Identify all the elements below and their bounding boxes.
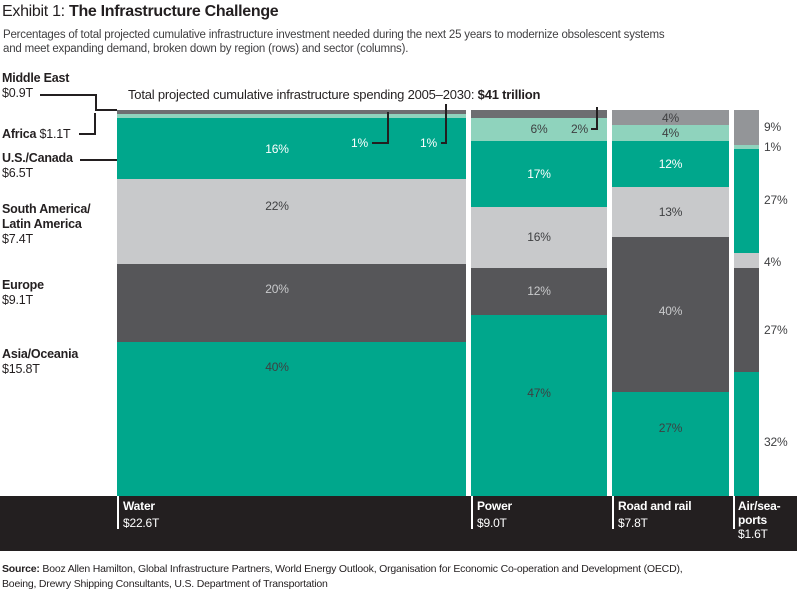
region-label-us: U.S./Canada $6.5T	[2, 151, 73, 181]
sector-name: Water	[123, 499, 155, 513]
mekko-cell-road-rail-eu	[612, 237, 729, 392]
sector-label-power: Power $9.0T	[477, 499, 512, 530]
sector-name: Road and rail	[618, 499, 692, 513]
sector-total: $7.8T	[618, 516, 648, 530]
mekko-cell-air-sea-asia	[734, 372, 759, 496]
region-name: Middle East	[2, 71, 70, 85]
region-name: Latin America	[2, 217, 82, 231]
sector-tick-road-rail	[611, 496, 614, 529]
elbow-line	[445, 104, 447, 144]
elbow-line	[596, 107, 598, 130]
source-note: Source: Booz Allen Hamilton, Global Infr…	[2, 562, 683, 592]
percent-label-air-sea-africa: 1%	[764, 140, 781, 154]
percent-label-air-sea-asia: 32%	[764, 435, 788, 449]
region-label-africa: Africa $1.1T	[2, 127, 71, 141]
elbow-line	[591, 128, 598, 130]
mekko-cell-air-sea-eu	[734, 268, 759, 372]
region-total: $6.5T	[2, 166, 33, 180]
elbow-line	[372, 142, 388, 144]
mekko-cell-air-sea-us	[734, 149, 759, 253]
region-name: Asia/Oceania	[2, 347, 79, 361]
region-name: South America/	[2, 202, 91, 216]
region-total: $0.9T	[2, 86, 33, 100]
sector-total: $22.6T	[123, 516, 160, 530]
mekko-cell-air-sea-me	[734, 110, 759, 145]
region-total: $9.1T	[2, 293, 33, 307]
page-title: Exhibit 1: The Infrastructure Challenge	[2, 3, 279, 21]
sector-label-road-rail: Road and rail $7.8T	[618, 499, 692, 530]
connector-line	[79, 133, 96, 135]
sector-label-air-sea: Air/sea-ports $1.6T	[738, 499, 781, 541]
mekko-cell-road-rail-us	[612, 141, 729, 187]
exhibit-label: Exhibit 1:	[2, 3, 69, 20]
connector-line	[95, 109, 117, 111]
sector-name: Power	[477, 499, 513, 513]
title-text: The Infrastructure Challenge	[68, 3, 279, 20]
mekko-cell-water-eu	[117, 264, 466, 342]
region-label-sa: South America/Latin America $7.4T	[2, 202, 91, 247]
connector-line	[40, 94, 97, 96]
mekko-cell-road-rail-asia	[612, 392, 729, 496]
sector-tick-air-sea	[732, 496, 735, 529]
connector-line	[80, 159, 117, 161]
subtitle-line-1: Percentages of total projected cumulativ…	[3, 29, 665, 41]
mekko-cell-power-us	[471, 141, 607, 207]
total-annotation-value: $41 trillion	[477, 87, 541, 102]
percent-label-air-sea-me: 9%	[764, 120, 781, 134]
elbow-line	[387, 112, 389, 144]
mekko-cell-water-asia	[117, 342, 466, 496]
mekko-cell-road-rail-sa	[612, 187, 729, 237]
region-total: $7.4T	[2, 232, 33, 246]
mekko-cell-air-sea-sa	[734, 253, 759, 268]
connector-line	[94, 113, 96, 135]
region-name: U.S./Canada	[2, 151, 73, 165]
region-label-me: Middle East $0.9T	[2, 71, 69, 101]
mekko-cell-power-africa	[471, 118, 607, 141]
mekko-cell-power-eu	[471, 268, 607, 315]
total-annotation: Total projected cumulative infrastructur…	[128, 87, 540, 102]
region-name: Europe	[2, 278, 44, 292]
region-label-eu: Europe $9.1T	[2, 278, 44, 308]
percent-label-air-sea-sa: 4%	[764, 255, 781, 269]
region-name: Africa	[2, 127, 37, 141]
mekko-cell-water-me	[117, 110, 466, 114]
sector-total: $1.6T	[738, 527, 768, 541]
region-total: $15.8T	[2, 362, 40, 376]
region-label-asia: Asia/Oceania $15.8T	[2, 347, 78, 377]
mekko-cell-water-us	[117, 118, 466, 179]
mekko-cell-road-rail-africa	[612, 125, 729, 141]
sector-name: ports	[738, 513, 768, 527]
source-line-1: Booz Allen Hamilton, Global Infrastructu…	[42, 563, 683, 575]
mekko-cell-power-asia	[471, 315, 607, 496]
mekko-cell-power-me	[471, 110, 607, 118]
percent-label-air-sea-us: 27%	[764, 193, 788, 207]
mekko-cell-power-sa	[471, 207, 607, 268]
mekko-cell-air-sea-africa	[734, 145, 759, 149]
connector-line	[95, 94, 97, 111]
subtitle-line-2: and meet expanding demand, broken down b…	[3, 43, 409, 55]
sector-tick-power	[470, 496, 473, 529]
total-annotation-text: Total projected cumulative infrastructur…	[128, 87, 478, 102]
sector-name: Air/sea-	[738, 499, 781, 513]
mekko-cell-water-africa	[117, 114, 466, 118]
sector-axis-bar	[0, 496, 797, 551]
source-label: Source:	[2, 563, 43, 575]
percent-label-air-sea-eu: 27%	[764, 323, 788, 337]
sector-label-water: Water $22.6T	[123, 499, 159, 530]
sector-tick-water	[117, 496, 119, 529]
elbow-line	[441, 142, 447, 144]
sector-total: $9.0T	[477, 516, 507, 530]
subtitle: Percentages of total projected cumulativ…	[3, 28, 665, 56]
mekko-cell-road-rail-me	[612, 110, 729, 125]
source-line-2: Boeing, Drewry Shipping Consultants, U.S…	[2, 578, 328, 590]
mekko-cell-water-sa	[117, 179, 466, 264]
